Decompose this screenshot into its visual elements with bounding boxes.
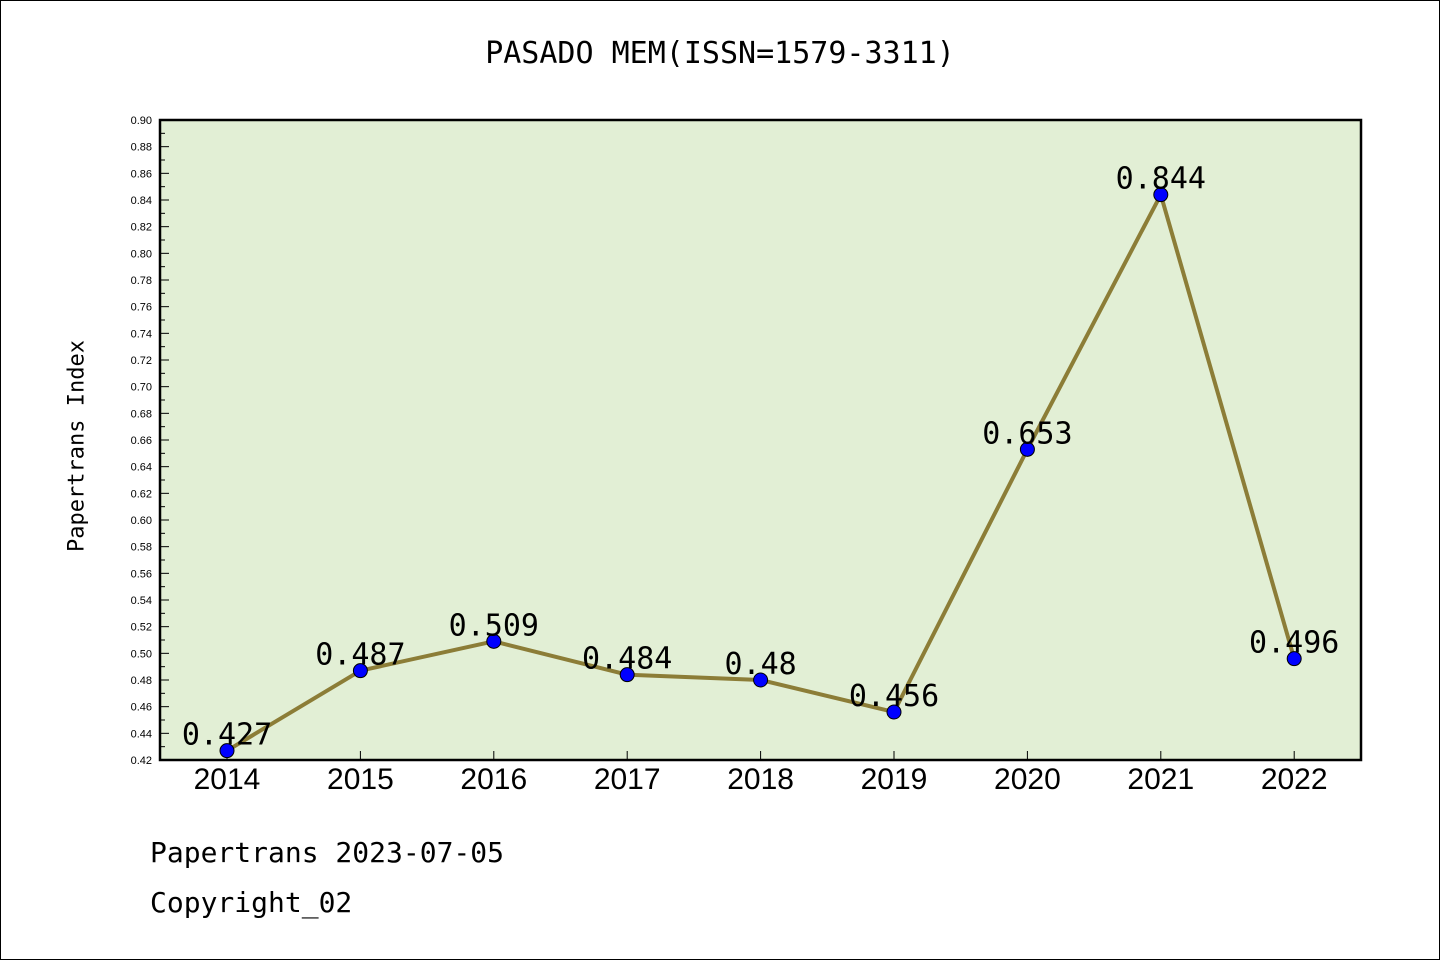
data-point bbox=[486, 633, 502, 649]
x-tick-label: 2018 bbox=[727, 763, 794, 796]
y-tick-label: 0.64 bbox=[131, 462, 152, 474]
y-tick-label: 0.54 bbox=[131, 595, 152, 607]
y-tick-label: 0.44 bbox=[131, 728, 152, 740]
data-label: 0.456 bbox=[849, 679, 939, 714]
y-tick-label: 0.48 bbox=[131, 675, 152, 687]
y-tick-label: 0.42 bbox=[131, 755, 152, 767]
x-tick-label: 2014 bbox=[194, 763, 261, 796]
data-point bbox=[1286, 651, 1302, 667]
y-tick-label: 0.50 bbox=[131, 648, 152, 660]
x-tick-label: 2019 bbox=[861, 763, 928, 796]
data-label: 0.653 bbox=[982, 416, 1072, 451]
data-label: 0.844 bbox=[1116, 162, 1206, 197]
y-tick-label: 0.58 bbox=[131, 542, 152, 554]
y-tick-label: 0.90 bbox=[131, 115, 152, 127]
plot-border bbox=[158, 118, 1363, 762]
data-point bbox=[352, 663, 368, 679]
y-tick-label: 0.60 bbox=[131, 515, 152, 527]
data-label: 0.48 bbox=[724, 647, 796, 682]
footer-date: Papertrans 2023-07-05 bbox=[150, 836, 505, 869]
y-tick-label: 0.76 bbox=[131, 302, 152, 314]
x-tick-label: 2021 bbox=[1127, 763, 1194, 796]
data-label: 0.487 bbox=[315, 638, 405, 673]
chart-title: PASADO MEM(ISSN=1579-3311) bbox=[485, 36, 955, 71]
y-tick-label: 0.46 bbox=[131, 702, 152, 714]
data-label: 0.496 bbox=[1249, 626, 1339, 661]
y-tick-label: 0.82 bbox=[131, 222, 152, 234]
data-label: 0.509 bbox=[449, 608, 539, 643]
x-tick-label: 2015 bbox=[327, 763, 394, 796]
x-tick-label: 2022 bbox=[1261, 763, 1328, 796]
y-tick-label: 0.66 bbox=[131, 435, 152, 447]
data-point bbox=[1019, 441, 1035, 457]
footer-copyright: Copyright_02 bbox=[150, 886, 353, 919]
data-point bbox=[1153, 187, 1169, 203]
y-tick-label: 0.72 bbox=[131, 355, 152, 367]
x-tick-label: 2020 bbox=[994, 763, 1061, 796]
data-point bbox=[753, 672, 769, 688]
y-tick-label: 0.78 bbox=[131, 275, 152, 287]
y-tick-label: 0.62 bbox=[131, 488, 152, 500]
y-tick-label: 0.56 bbox=[131, 568, 152, 580]
x-tick-label: 2017 bbox=[594, 763, 661, 796]
data-label: 0.484 bbox=[582, 642, 672, 677]
data-point bbox=[886, 704, 902, 720]
data-label: 0.427 bbox=[182, 718, 272, 753]
y-tick-label: 0.52 bbox=[131, 622, 152, 634]
plot-area bbox=[160, 120, 1361, 760]
y-tick-label: 0.70 bbox=[131, 382, 152, 394]
y-tick-label: 0.84 bbox=[131, 195, 152, 207]
x-tick-label: 2016 bbox=[460, 763, 527, 796]
y-tick-label: 0.88 bbox=[131, 142, 152, 154]
data-point bbox=[619, 667, 635, 683]
data-point bbox=[219, 743, 235, 759]
y-tick-label: 0.80 bbox=[131, 248, 152, 260]
y-tick-label: 0.86 bbox=[131, 168, 152, 180]
y-tick-label: 0.68 bbox=[131, 408, 152, 420]
y-tick-label: 0.74 bbox=[131, 328, 152, 340]
